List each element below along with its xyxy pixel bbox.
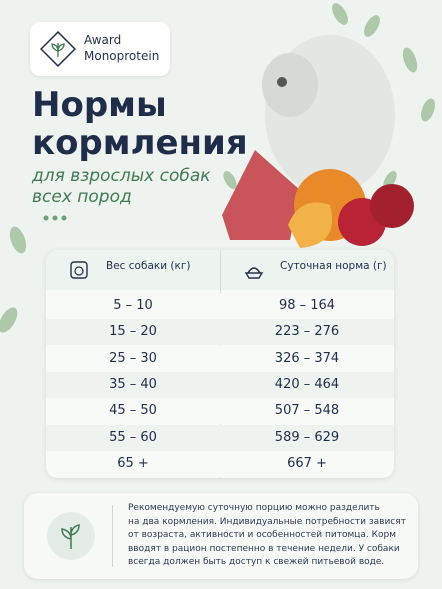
table-cell: 589 – 629 <box>274 429 340 445</box>
table-cell: 223 – 276 <box>274 324 340 340</box>
brand-line: Monoprotein <box>84 49 160 63</box>
column-header: Суточная норма (г) <box>280 260 387 272</box>
title: Нормы кормления <box>32 86 248 162</box>
table-row <box>46 424 394 451</box>
note-line: вводят в рацион постепенно в течение нед… <box>128 543 400 554</box>
note-line: всегда должен быть доступ к свежей питье… <box>128 557 385 567</box>
table-row <box>46 293 394 319</box>
subtitle-line: всех пород <box>32 187 132 207</box>
table-cell: 667 + <box>287 455 327 471</box>
scale-icon <box>70 261 88 279</box>
table-row <box>46 371 394 398</box>
table-row <box>46 450 394 477</box>
title-line: кормления <box>32 123 248 163</box>
table-cell: 45 – 50 <box>109 403 157 419</box>
table-cell: 65 + <box>117 455 149 471</box>
note: Рекомендуемую суточную порцию можно разд… <box>24 493 418 579</box>
column-header: Вес собаки (кг) <box>106 260 191 272</box>
feeding-table: Вес собаки (кг) Суточная норма (г) 5 – 1… <box>46 250 394 478</box>
subtitle-line: для взрослых собак <box>32 166 211 186</box>
note-line: от возраста, активности и особенностей п… <box>128 530 397 540</box>
table-cell: 15 – 20 <box>109 324 157 340</box>
table-row <box>46 345 394 372</box>
table-row <box>46 319 394 346</box>
subtitle: для взрослых собак всех пород <box>32 166 211 208</box>
table-cell: 55 – 60 <box>109 429 157 445</box>
table-cell: 326 – 374 <box>274 350 340 366</box>
table-cell: 25 – 30 <box>109 350 157 366</box>
logo: Award Monoprotein <box>30 22 170 76</box>
table-row <box>46 398 394 425</box>
title-line: Нормы <box>32 85 167 125</box>
brand-line: Award <box>84 33 122 47</box>
table-cell: 35 – 40 <box>109 376 157 392</box>
table-cell: 507 – 548 <box>274 403 340 419</box>
note-line: на два кормления. Индивидуальные потребн… <box>128 516 406 527</box>
table-cell: 420 – 464 <box>274 376 340 392</box>
table-cell: 5 – 10 <box>113 298 153 313</box>
bowl-icon <box>244 267 264 279</box>
logo-icon <box>40 31 76 67</box>
note-icon <box>47 512 95 560</box>
note-line: Рекомендуемую суточную порцию можно разд… <box>128 503 380 513</box>
note-divider <box>112 505 113 567</box>
table-cell: 98 – 164 <box>278 298 336 313</box>
